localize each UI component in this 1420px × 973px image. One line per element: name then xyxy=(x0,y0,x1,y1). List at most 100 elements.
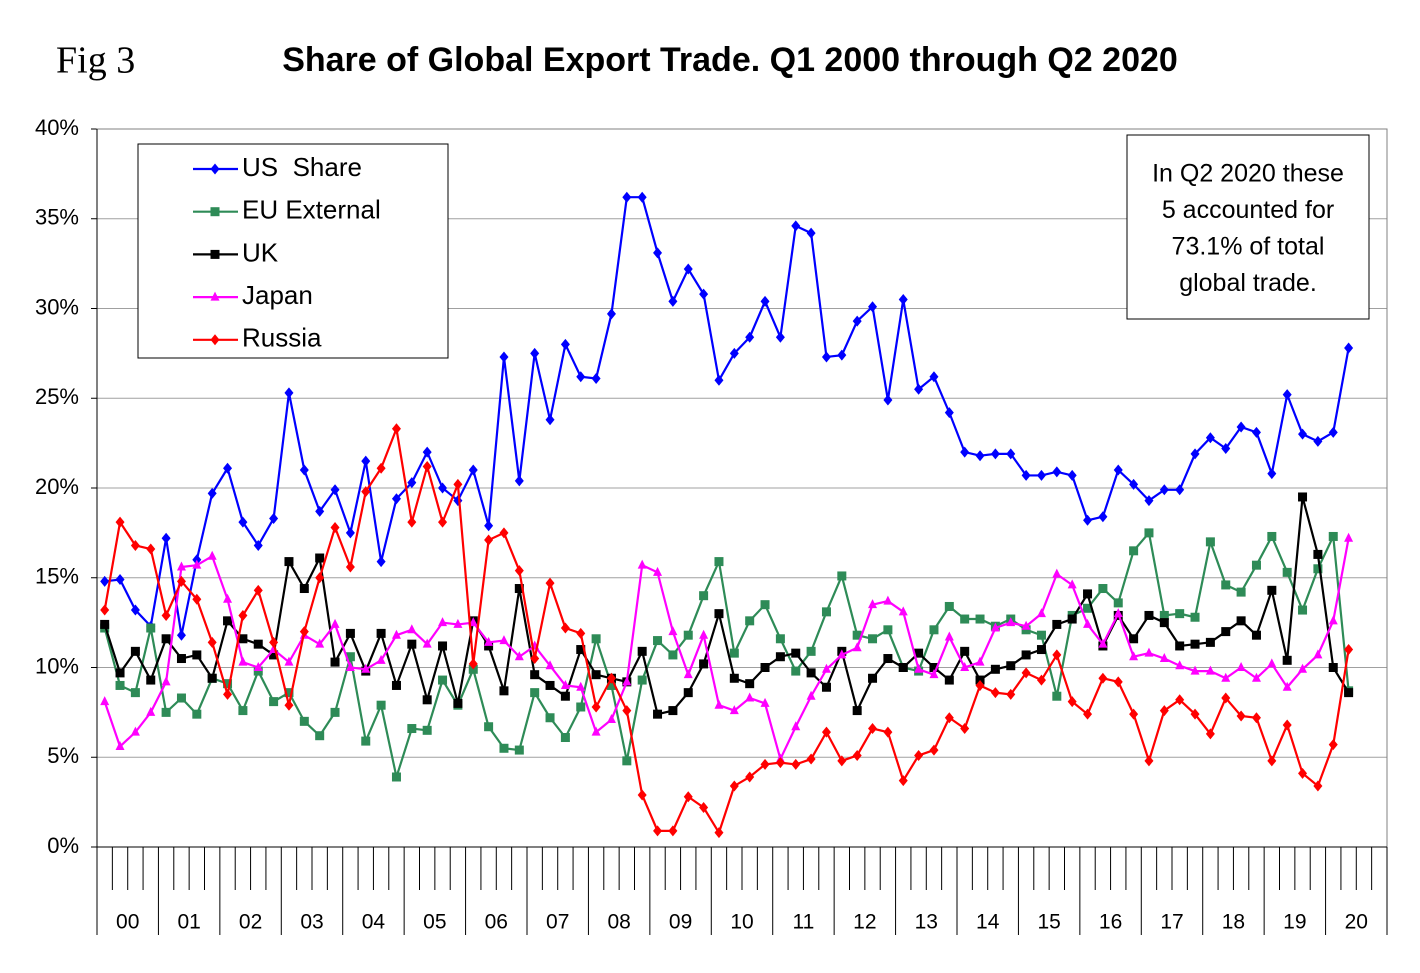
x-tick-label: 12 xyxy=(853,911,876,934)
point xyxy=(591,726,601,736)
point xyxy=(1328,426,1338,438)
x-tick-label: 01 xyxy=(177,911,200,934)
point xyxy=(1006,661,1016,671)
point xyxy=(1205,537,1215,547)
point xyxy=(284,387,294,399)
point xyxy=(760,600,770,610)
point xyxy=(1313,780,1323,792)
point xyxy=(960,646,970,656)
point xyxy=(299,584,309,594)
point xyxy=(223,462,233,474)
point xyxy=(622,676,632,686)
point xyxy=(775,652,785,662)
point xyxy=(990,448,1000,460)
point xyxy=(699,629,709,639)
point xyxy=(115,516,125,528)
point xyxy=(868,723,878,735)
point xyxy=(1282,567,1292,577)
point xyxy=(284,557,294,567)
point xyxy=(990,664,1000,674)
point xyxy=(514,745,524,755)
point xyxy=(438,641,448,651)
chart-title: Share of Global Export Trade. Q1 2000 th… xyxy=(282,41,1178,79)
point xyxy=(1144,755,1154,767)
point xyxy=(315,553,325,563)
point xyxy=(852,642,862,652)
point xyxy=(1267,468,1277,480)
point xyxy=(791,721,801,731)
point xyxy=(821,351,831,363)
point xyxy=(530,347,540,359)
x-tick-label: 07 xyxy=(546,911,569,934)
point xyxy=(1021,620,1031,630)
point xyxy=(453,478,463,490)
point xyxy=(1021,469,1031,481)
point xyxy=(1267,755,1277,767)
point xyxy=(1159,618,1169,628)
point xyxy=(146,623,156,633)
series-line xyxy=(103,496,1350,716)
point xyxy=(1313,435,1323,447)
point xyxy=(530,670,540,680)
point xyxy=(1067,696,1077,708)
point xyxy=(668,825,678,837)
point xyxy=(499,635,509,645)
point xyxy=(238,656,248,666)
point xyxy=(898,775,908,787)
y-tick-label: 20% xyxy=(35,474,79,499)
series-line xyxy=(104,196,1350,636)
x-tick-label: 09 xyxy=(669,911,692,934)
point xyxy=(514,651,524,661)
point xyxy=(898,606,908,616)
y-tick-label: 5% xyxy=(47,743,79,768)
point xyxy=(438,617,448,627)
point xyxy=(1205,432,1215,444)
point xyxy=(238,706,248,716)
point xyxy=(883,394,893,406)
point xyxy=(315,572,325,584)
point xyxy=(545,713,555,723)
point xyxy=(1129,634,1139,644)
point xyxy=(238,609,248,621)
point xyxy=(176,654,186,664)
point xyxy=(468,617,478,627)
point xyxy=(238,516,248,528)
point xyxy=(622,756,632,766)
point xyxy=(1113,598,1123,608)
point xyxy=(376,700,386,710)
point xyxy=(1328,663,1338,672)
point xyxy=(299,716,309,726)
point xyxy=(1144,647,1154,657)
point xyxy=(315,638,325,648)
point xyxy=(1344,342,1354,354)
point xyxy=(699,659,709,669)
point xyxy=(898,294,908,306)
series-line xyxy=(103,424,1350,836)
point xyxy=(176,629,186,641)
point xyxy=(1083,589,1093,599)
point xyxy=(1298,428,1308,440)
point xyxy=(391,680,401,690)
point xyxy=(361,486,371,498)
point xyxy=(315,731,325,741)
point xyxy=(929,663,939,672)
point xyxy=(760,697,770,707)
legend-marker xyxy=(210,249,220,259)
point xyxy=(376,462,386,474)
point xyxy=(622,191,632,203)
point xyxy=(1175,484,1185,496)
point xyxy=(699,288,709,300)
point xyxy=(806,753,816,765)
x-tick-label: 06 xyxy=(485,911,508,934)
point xyxy=(791,220,801,232)
point xyxy=(1298,492,1308,502)
point xyxy=(1052,691,1062,701)
point xyxy=(1159,610,1169,620)
x-tick-label: 08 xyxy=(607,911,630,934)
point xyxy=(176,693,186,703)
point xyxy=(1144,495,1154,507)
point xyxy=(729,347,739,359)
point xyxy=(1113,608,1123,618)
point xyxy=(499,743,509,753)
